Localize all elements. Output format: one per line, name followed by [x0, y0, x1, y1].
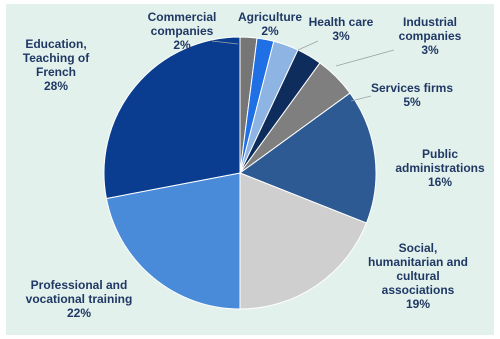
slice-label: Services firms 5% — [371, 81, 453, 109]
slice-label: Public administrations 16% — [395, 147, 485, 189]
leader-line — [335, 49, 395, 67]
pie-slice — [238, 92, 377, 224]
slice-label: Health care 3% — [309, 15, 374, 43]
pie-slice — [105, 172, 241, 310]
slice-label: Social, humanitarian and cultural associati… — [368, 241, 468, 311]
slice-label: Agriculture 2% — [238, 10, 302, 38]
pie-slice — [103, 36, 241, 200]
pie-chart: Commercial companies 2% Agriculture 2%Health… — [23, 10, 485, 320]
slice-label: Industrial companies 3% — [399, 15, 462, 57]
slice-label: Professional and vocational training 22% — [26, 278, 133, 320]
slice-label: Commercial companies 2% — [148, 10, 217, 52]
chart-panel: Commercial companies 2% Agriculture 2% Health… — [6, 4, 494, 335]
leader-line — [350, 95, 372, 102]
leader-line — [211, 40, 239, 45]
slice-label: Education, Teaching of French 28% — [23, 37, 90, 93]
pie-slice — [239, 172, 368, 310]
leader-line — [297, 40, 319, 51]
